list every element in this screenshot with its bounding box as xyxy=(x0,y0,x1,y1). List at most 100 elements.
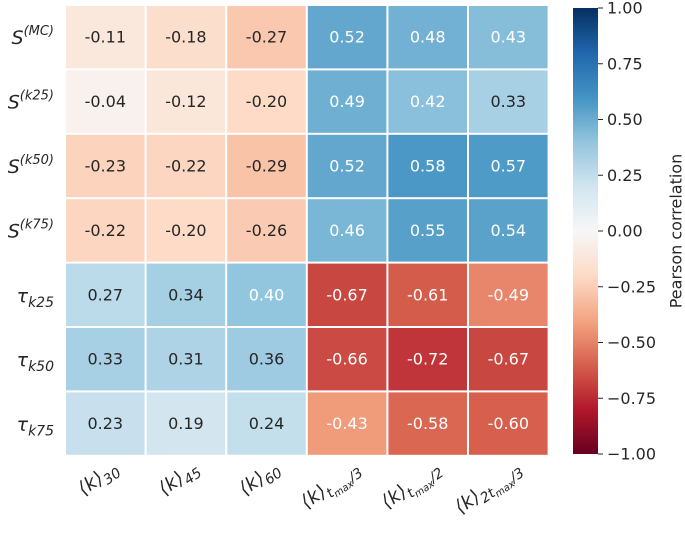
column-label-base: ⟨k⟩ xyxy=(377,480,411,513)
row-label-base: τ xyxy=(17,285,29,307)
row-label-subscript: k25 xyxy=(28,295,54,311)
heatmap-cell xyxy=(227,199,306,262)
cell-value-label: -0.22 xyxy=(165,157,206,176)
cell-value-label: -0.60 xyxy=(488,414,529,433)
column-label-base: ⟨k⟩ xyxy=(74,467,108,500)
cell-value-label: 0.34 xyxy=(168,285,204,304)
heatmap-cell xyxy=(469,263,548,326)
cell-value-label: 0.36 xyxy=(249,350,285,369)
cell-value-label: 0.55 xyxy=(410,221,446,240)
colorbar-tick-label: −0.25 xyxy=(607,277,656,296)
cell-value-label: -0.04 xyxy=(85,92,126,111)
cell-value-label: 0.27 xyxy=(87,285,123,304)
heatmap-cell xyxy=(146,328,226,391)
cell-value-label: 0.48 xyxy=(410,28,446,47)
heatmap-cell xyxy=(66,134,145,198)
column-label: ⟨k⟩tmax/3 xyxy=(297,457,368,518)
heatmap-cell xyxy=(66,70,145,133)
heatmap-cell xyxy=(66,6,145,69)
heatmap-cell xyxy=(469,392,548,455)
row-label-base: τ xyxy=(17,414,29,436)
colorbar-tick-label: 0.25 xyxy=(607,166,643,185)
row-label-base: S xyxy=(8,92,20,114)
row-label: τk50 xyxy=(17,349,54,375)
cell-value-label: 0.58 xyxy=(410,157,446,176)
heatmap-cell xyxy=(66,328,145,391)
heatmap-cell xyxy=(227,328,306,391)
colorbar-title: Pearson correlation xyxy=(667,154,685,309)
colorbar: 1.00 0.75 0.50 0.25 0.00 −0.25 −0.50 −0.75 −1.00… xyxy=(573,0,685,464)
heatmap-cell xyxy=(469,70,548,133)
cell-value-label: -0.22 xyxy=(85,221,126,240)
column-label: ⟨k⟩30 xyxy=(74,457,125,503)
row-label: S(k75) xyxy=(8,217,54,242)
heatmap-cell xyxy=(227,134,306,198)
column-label: ⟨k⟩60 xyxy=(235,457,286,503)
cell-value-label: 0.40 xyxy=(249,285,285,304)
row-label: τk75 xyxy=(17,414,54,440)
heatmap-cell xyxy=(307,199,387,262)
heatmap-cell xyxy=(388,263,467,326)
heatmap-cells: -0.11 -0.18 -0.27 0.52 0.48 0.43 -0.04 -0.12 -0.… xyxy=(66,6,548,455)
cell-value-label: 0.43 xyxy=(490,28,526,47)
heatmap-cell xyxy=(227,392,306,455)
row-label-base: τ xyxy=(17,349,29,371)
heatmap-cell xyxy=(66,199,145,262)
cell-value-label: -0.67 xyxy=(326,285,367,304)
row-label-base: S xyxy=(12,27,24,49)
column-label: ⟨k⟩2tmax/3 xyxy=(451,457,529,523)
column-label: ⟨k⟩45 xyxy=(154,457,205,503)
heatmap-cell xyxy=(146,6,226,69)
cell-value-label: -0.72 xyxy=(407,350,448,369)
cell-value-label: 0.49 xyxy=(329,92,365,111)
cell-value-label: 0.31 xyxy=(168,350,204,369)
row-label: τk25 xyxy=(17,285,54,311)
colorbar-tick-label: 1.00 xyxy=(607,0,643,18)
row-label-superscript: (k75) xyxy=(20,217,54,232)
heatmap-cell xyxy=(388,199,467,262)
colorbar-tick-label: −1.00 xyxy=(607,445,656,464)
cell-value-label: -0.58 xyxy=(407,414,448,433)
heatmap-cell xyxy=(227,70,306,133)
cell-value-label: 0.57 xyxy=(490,157,526,176)
cell-value-label: -0.12 xyxy=(165,92,206,111)
cell-value-label: 0.54 xyxy=(490,221,526,240)
heatmap-cell xyxy=(469,6,548,69)
heatmap-cell xyxy=(388,6,467,69)
heatmap-cell xyxy=(307,328,387,391)
heatmap-cell xyxy=(388,70,467,133)
row-label-superscript: (k25) xyxy=(20,89,54,104)
heatmap-cell xyxy=(146,392,226,455)
colorbar-tick-label: 0.00 xyxy=(607,222,643,241)
row-label-subscript: k75 xyxy=(28,424,54,440)
heatmap-cell xyxy=(469,134,548,198)
cell-value-label: 0.24 xyxy=(249,414,285,433)
heatmap-cell xyxy=(307,134,387,198)
cell-value-label: 0.23 xyxy=(87,414,123,433)
heatmap-cell xyxy=(66,263,145,326)
column-label-base: ⟨k⟩ xyxy=(297,480,331,513)
cell-value-label: 0.42 xyxy=(410,92,446,111)
cell-value-label: -0.20 xyxy=(165,221,206,240)
row-label-subscript: k50 xyxy=(28,359,54,375)
column-labels: ⟨k⟩30 ⟨k⟩45 ⟨k⟩60⟨k⟩tmax/3⟨k⟩tmax/2⟨k⟩2tma… xyxy=(74,457,529,523)
heatmap-cell xyxy=(307,6,387,69)
cell-value-label: -0.27 xyxy=(246,28,287,47)
column-label-base: ⟨k⟩ xyxy=(451,485,485,518)
cell-value-label: -0.67 xyxy=(488,350,529,369)
cell-value-label: 0.46 xyxy=(329,221,365,240)
cell-value-label: -0.43 xyxy=(326,414,367,433)
heatmap-cell xyxy=(146,134,226,198)
cell-value-label: -0.26 xyxy=(246,221,287,240)
row-label: S(k50) xyxy=(8,153,54,178)
column-label-base: ⟨k⟩ xyxy=(154,467,188,500)
heatmap-cell xyxy=(307,392,387,455)
cell-value-label: -0.18 xyxy=(165,28,206,47)
heatmap-cell xyxy=(388,392,467,455)
row-label-superscript: (MC) xyxy=(24,24,54,39)
row-label: S(MC) xyxy=(12,24,55,49)
heatmap-cell xyxy=(227,263,306,326)
colorbar-tick-label: 0.50 xyxy=(607,110,643,129)
colorbar-tick-label: 0.75 xyxy=(607,54,643,73)
